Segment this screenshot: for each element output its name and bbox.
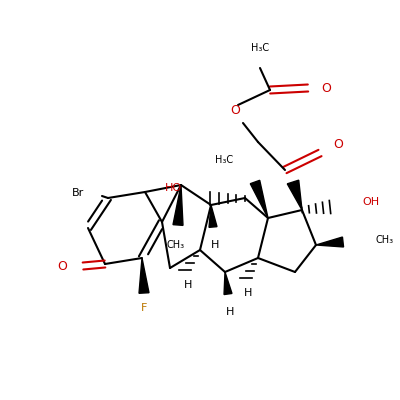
Polygon shape [316, 237, 344, 247]
Text: F: F [141, 303, 147, 313]
Polygon shape [139, 258, 149, 293]
Text: CH₃: CH₃ [376, 235, 394, 245]
Text: O: O [57, 260, 67, 272]
Text: O: O [321, 82, 331, 94]
Text: OH: OH [362, 197, 379, 207]
Polygon shape [209, 205, 217, 227]
Text: HO: HO [165, 183, 182, 193]
Text: H: H [244, 288, 252, 298]
Polygon shape [224, 272, 232, 294]
Text: H₃C: H₃C [251, 43, 269, 53]
Polygon shape [250, 180, 268, 218]
Text: O: O [333, 138, 343, 152]
Polygon shape [173, 185, 183, 225]
Polygon shape [287, 180, 302, 210]
Text: H₃C: H₃C [215, 155, 233, 165]
Text: Br: Br [72, 188, 84, 198]
Text: H: H [211, 240, 219, 250]
Text: CH₃: CH₃ [167, 240, 185, 250]
Text: H: H [184, 280, 192, 290]
Text: O: O [230, 104, 240, 116]
Text: H: H [226, 307, 234, 317]
